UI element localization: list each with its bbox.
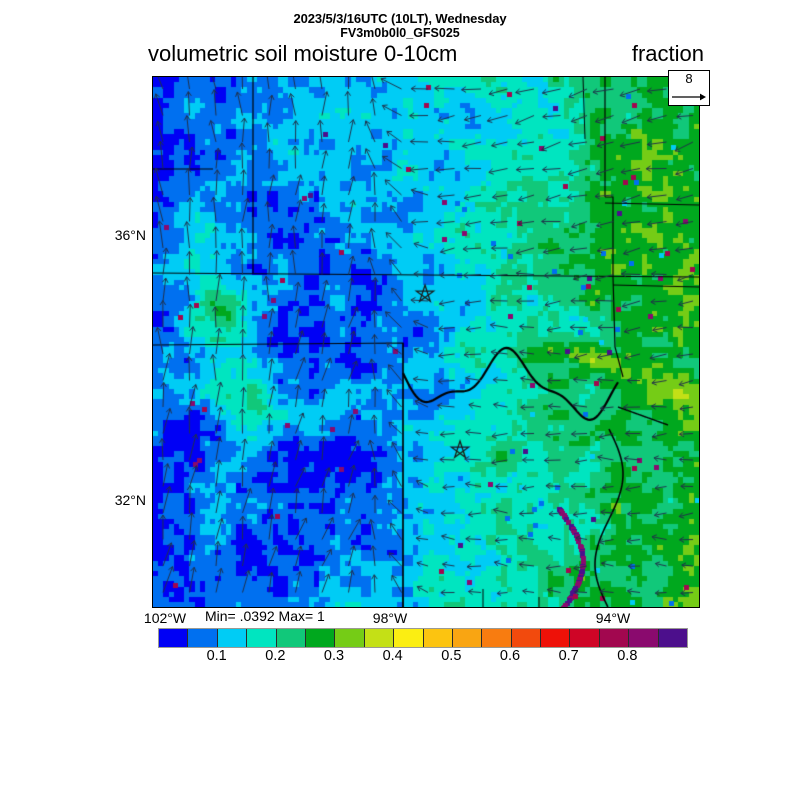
- colorbar-tick: 0.2: [265, 648, 286, 664]
- lon-tick-94w: 94°W: [595, 610, 631, 626]
- colorbar-swatch: [452, 629, 483, 647]
- colorbar-swatch: [247, 629, 277, 647]
- colorbar-tick: 0.5: [441, 648, 462, 664]
- units-label: fraction: [631, 41, 704, 66]
- lon-tick-102w: 102°W: [143, 610, 187, 626]
- wind-key-value: 8: [685, 71, 693, 86]
- colorbar-swatch: [658, 629, 688, 647]
- colorbar-swatch: [570, 629, 600, 647]
- colorbar-swatch: [394, 629, 424, 647]
- colorbar-swatch: [599, 629, 630, 647]
- min-max-stats: Min= .0392 Max= 1: [205, 608, 325, 624]
- colorbar-swatch: [511, 629, 542, 647]
- colorbar-swatch: [364, 629, 395, 647]
- colorbar-tick: 0.1: [206, 648, 227, 664]
- colorbar-swatch: [159, 629, 189, 647]
- wind-vector-arrow-icon: [672, 93, 706, 101]
- colorbar-tick: 0.3: [323, 648, 345, 664]
- header-model-name: FV3m0b0l0_GFS025: [340, 26, 460, 40]
- colorbar-tick: 0.7: [558, 648, 579, 664]
- colorbar-swatch: [629, 629, 659, 647]
- wind-vector-key: 8: [668, 70, 710, 106]
- colorbar-swatch: [188, 629, 218, 647]
- colorbar-tick: 0.6: [499, 648, 521, 664]
- colorbar-swatch: [541, 629, 571, 647]
- colorbar-swatch: [482, 629, 512, 647]
- header-datetime: 2023/5/3/16UTC (10LT), Wednesday: [293, 11, 507, 26]
- colorbar-tick: 0.4: [382, 648, 403, 664]
- colorbar-swatch: [335, 629, 365, 647]
- colorbar: [158, 628, 688, 648]
- colorbar-swatch: [217, 629, 248, 647]
- colorbar-swatch: [276, 629, 306, 647]
- page-title: volumetric soil moisture 0-10cm: [148, 41, 458, 66]
- wind-vector-overlay: [153, 77, 699, 607]
- lat-tick-32n: 32°N: [114, 492, 146, 508]
- colorbar-tick: 0.8: [617, 648, 638, 664]
- lat-tick-36n: 36°N: [114, 227, 146, 243]
- colorbar-swatch: [423, 629, 453, 647]
- colorbar-swatch: [305, 629, 336, 647]
- lon-tick-98w: 98°W: [372, 610, 408, 626]
- colorbar-tick-labels: 0.1 0.2 0.3 0.4 0.5 0.6 0.7 0.8: [158, 648, 688, 668]
- map-plot-area[interactable]: [152, 76, 700, 608]
